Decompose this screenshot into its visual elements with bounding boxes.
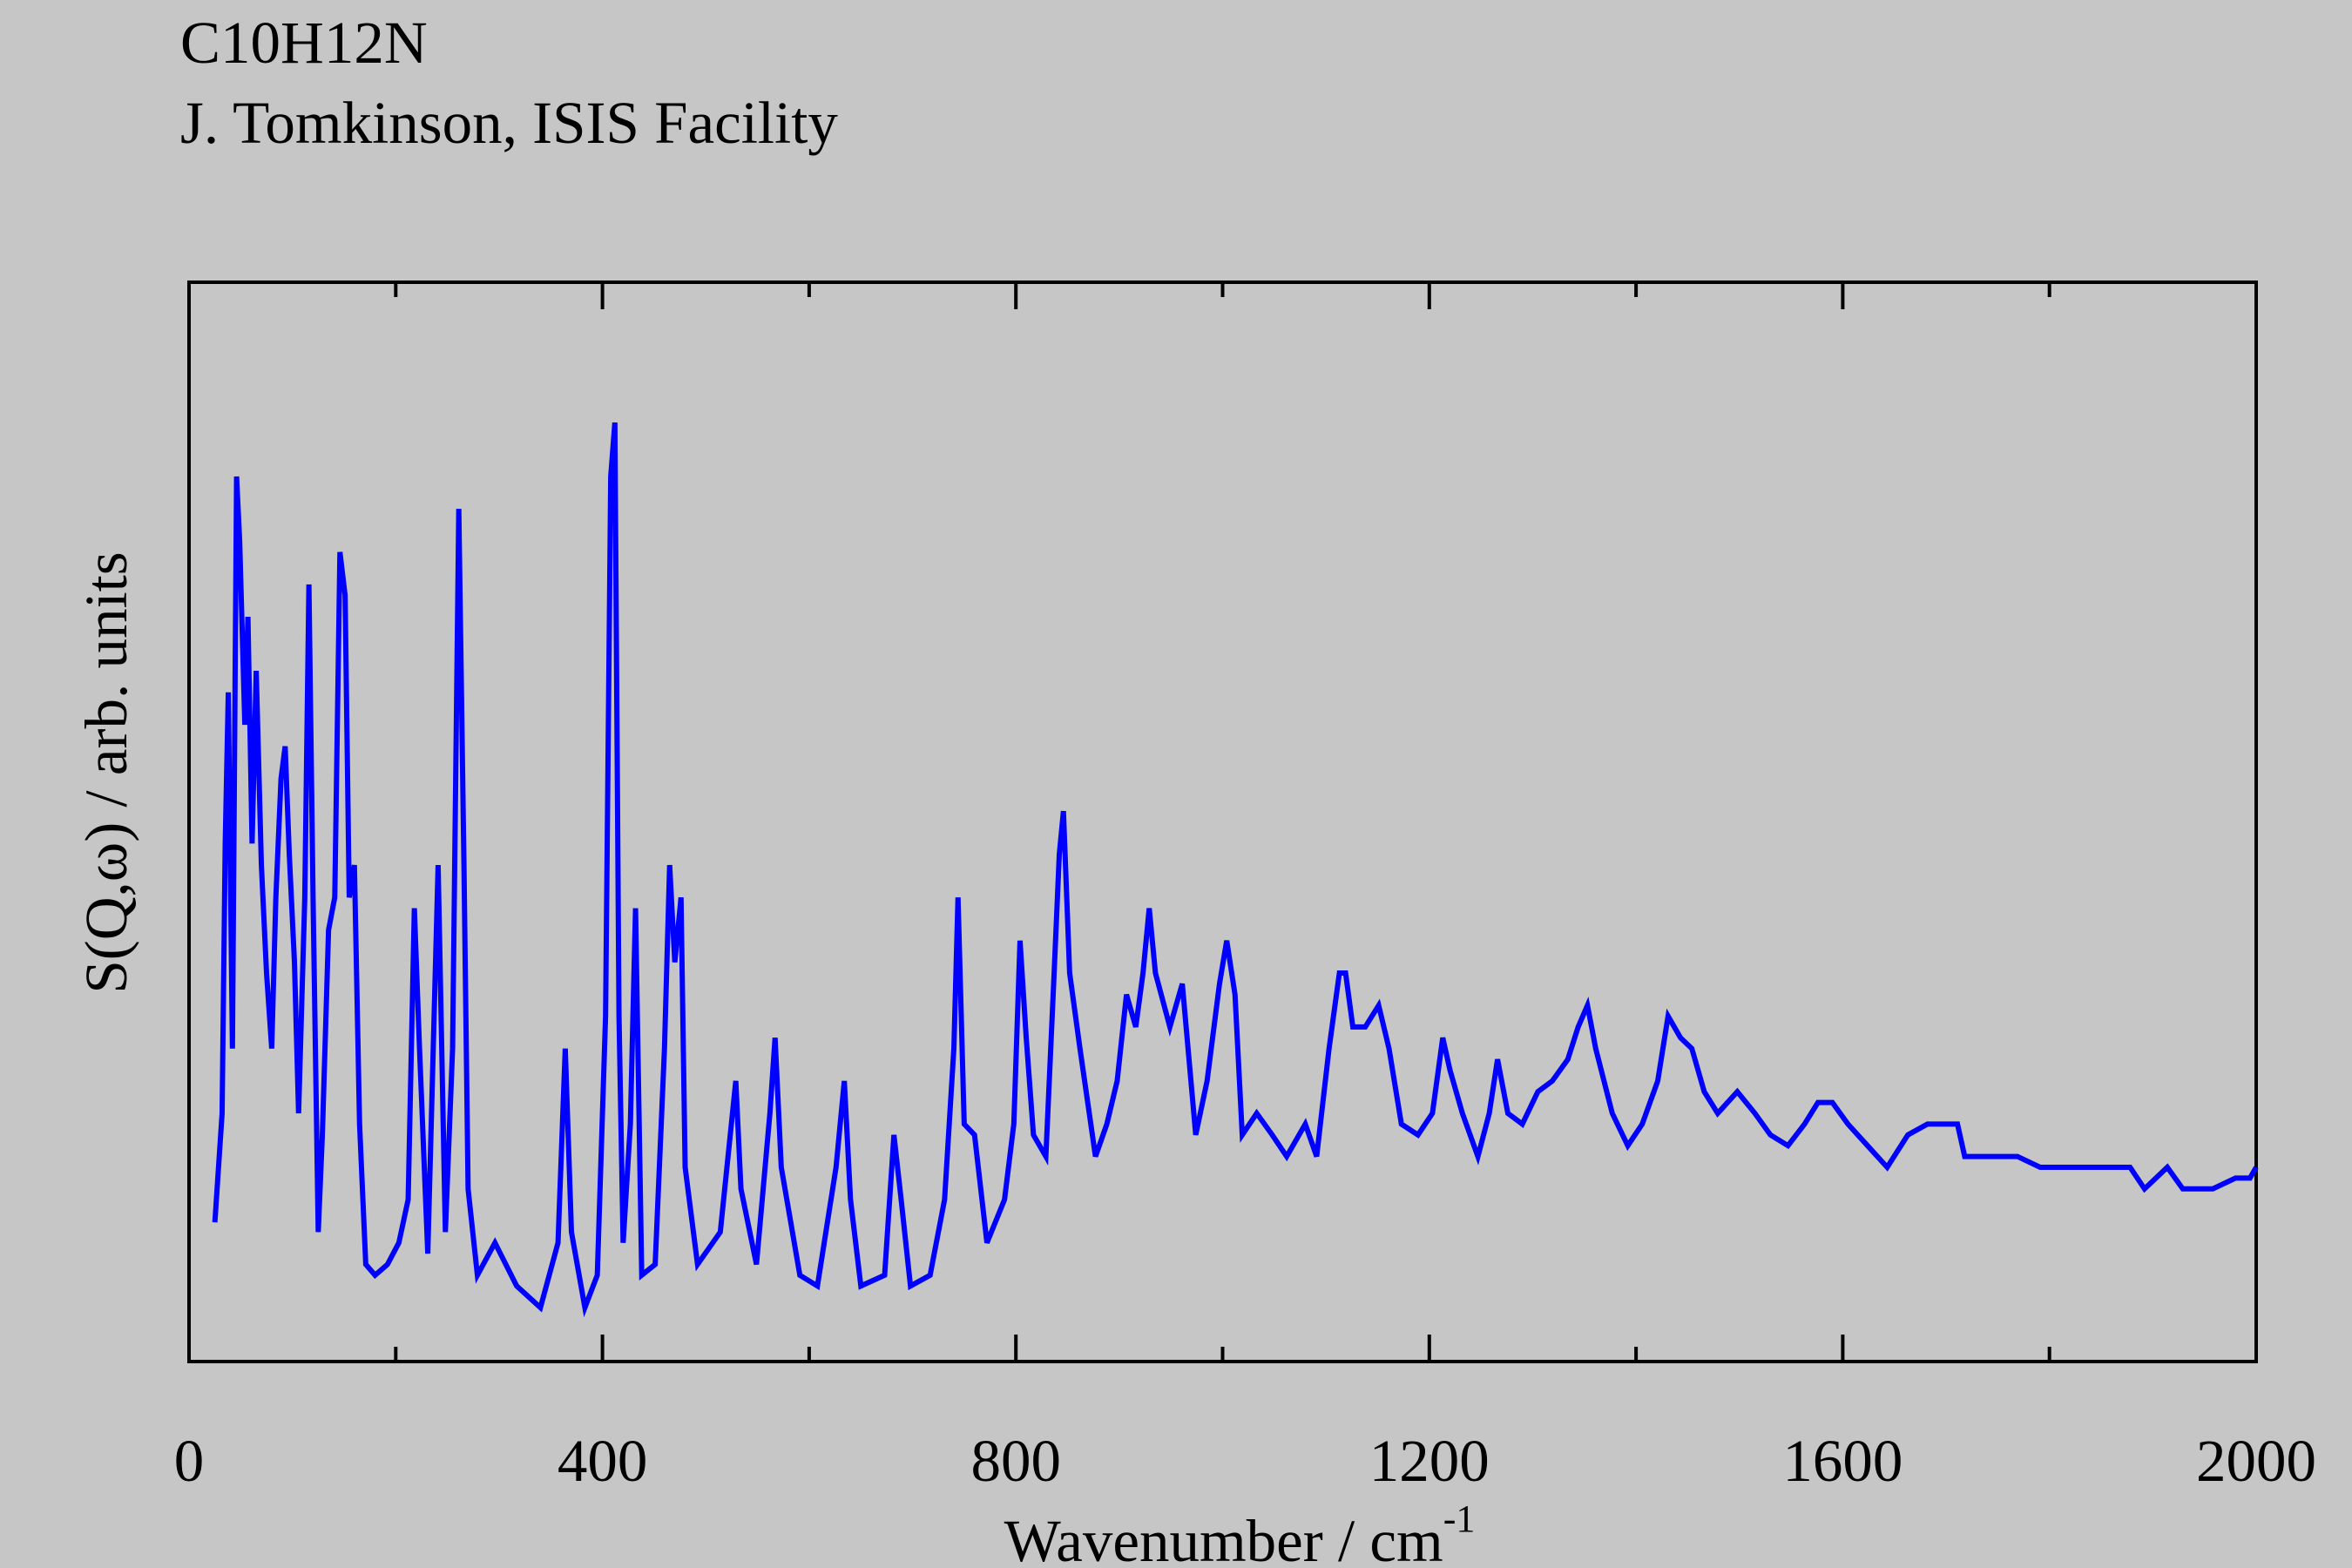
- x-axis-label-superscript: -1: [1443, 1497, 1476, 1540]
- x-axis-label: Wavenumber / cm-1: [1004, 1497, 1476, 1568]
- y-axis-label: S(Q,ω) / arb. units: [73, 551, 139, 993]
- x-tick-label: 1600: [1782, 1428, 1903, 1494]
- x-tick-label: 0: [174, 1428, 205, 1494]
- x-tick-label: 800: [970, 1428, 1061, 1494]
- x-tick-label: 400: [558, 1428, 648, 1494]
- x-tick-label: 1200: [1369, 1428, 1490, 1494]
- x-axis-label-text: Wavenumber / cm: [1004, 1508, 1443, 1568]
- x-tick-label: 2000: [2196, 1428, 2316, 1494]
- spectrum-line: [212, 422, 2259, 1318]
- chart-title: C10H12N: [180, 10, 428, 76]
- plot-frame: [187, 280, 2258, 1363]
- chart-subtitle: J. Tomkinson, ISIS Facility: [180, 90, 838, 156]
